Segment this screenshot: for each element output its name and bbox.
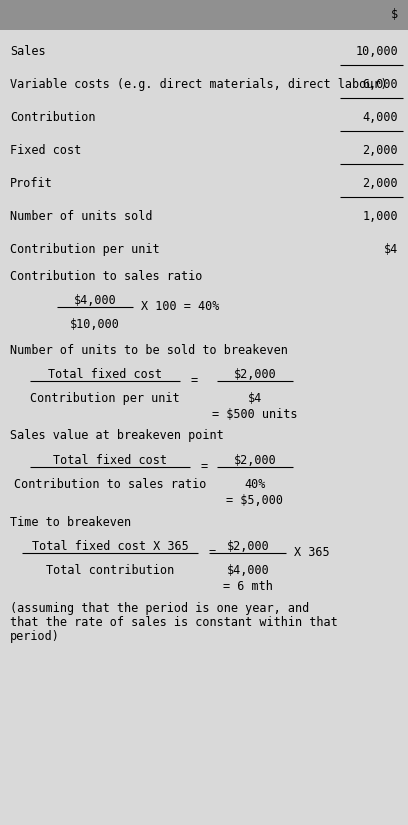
Text: 1,000: 1,000 [362, 210, 398, 223]
Text: 40%: 40% [244, 478, 266, 491]
Text: Contribution per unit: Contribution per unit [30, 392, 180, 405]
Text: $2,000: $2,000 [234, 369, 276, 381]
Text: Total contribution: Total contribution [46, 564, 174, 577]
Text: Contribution to sales ratio: Contribution to sales ratio [10, 270, 202, 282]
Text: $10,000: $10,000 [70, 318, 120, 331]
Text: 4,000: 4,000 [362, 111, 398, 124]
Text: that the rate of sales is constant within that: that the rate of sales is constant withi… [10, 616, 338, 629]
Text: 2,000: 2,000 [362, 144, 398, 157]
Text: Fixed cost: Fixed cost [10, 144, 81, 157]
Text: 10,000: 10,000 [355, 45, 398, 58]
Text: Contribution to sales ratio: Contribution to sales ratio [14, 478, 206, 491]
Text: Total fixed cost X 365: Total fixed cost X 365 [32, 540, 188, 554]
Text: $4,000: $4,000 [73, 295, 116, 308]
Text: =: = [208, 546, 215, 559]
Text: Number of units sold: Number of units sold [10, 210, 153, 223]
Text: (assuming that the period is one year, and: (assuming that the period is one year, a… [10, 602, 309, 615]
Text: = 6 mth: = 6 mth [223, 579, 273, 592]
Text: $2,000: $2,000 [226, 540, 269, 554]
Text: Time to breakeven: Time to breakeven [10, 516, 131, 529]
Text: period): period) [10, 630, 60, 643]
Bar [0, 0, 408, 30]
Text: $4,000: $4,000 [226, 564, 269, 577]
Text: $4: $4 [248, 392, 262, 405]
Text: Contribution per unit: Contribution per unit [10, 243, 160, 256]
Text: 2,000: 2,000 [362, 177, 398, 190]
Text: X 100 = 40%: X 100 = 40% [141, 300, 220, 314]
Text: Variable costs (e.g. direct materials, direct labour): Variable costs (e.g. direct materials, d… [10, 78, 388, 91]
Text: Contribution: Contribution [10, 111, 95, 124]
Text: Profit: Profit [10, 177, 53, 190]
Text: Sales: Sales [10, 45, 46, 58]
Text: Total fixed cost: Total fixed cost [53, 455, 167, 468]
Text: = $500 units: = $500 units [212, 408, 298, 421]
Text: 6,000: 6,000 [362, 78, 398, 91]
Text: $4: $4 [384, 243, 398, 256]
Text: X 365: X 365 [294, 546, 330, 559]
Text: Total fixed cost: Total fixed cost [48, 369, 162, 381]
Text: Sales value at breakeven point: Sales value at breakeven point [10, 430, 224, 442]
Text: =: = [191, 375, 197, 388]
Text: = $5,000: = $5,000 [226, 493, 284, 507]
Text: =: = [200, 460, 208, 474]
Text: $: $ [391, 8, 398, 21]
Text: Number of units to be sold to breakeven: Number of units to be sold to breakeven [10, 343, 288, 356]
Text: $2,000: $2,000 [234, 455, 276, 468]
